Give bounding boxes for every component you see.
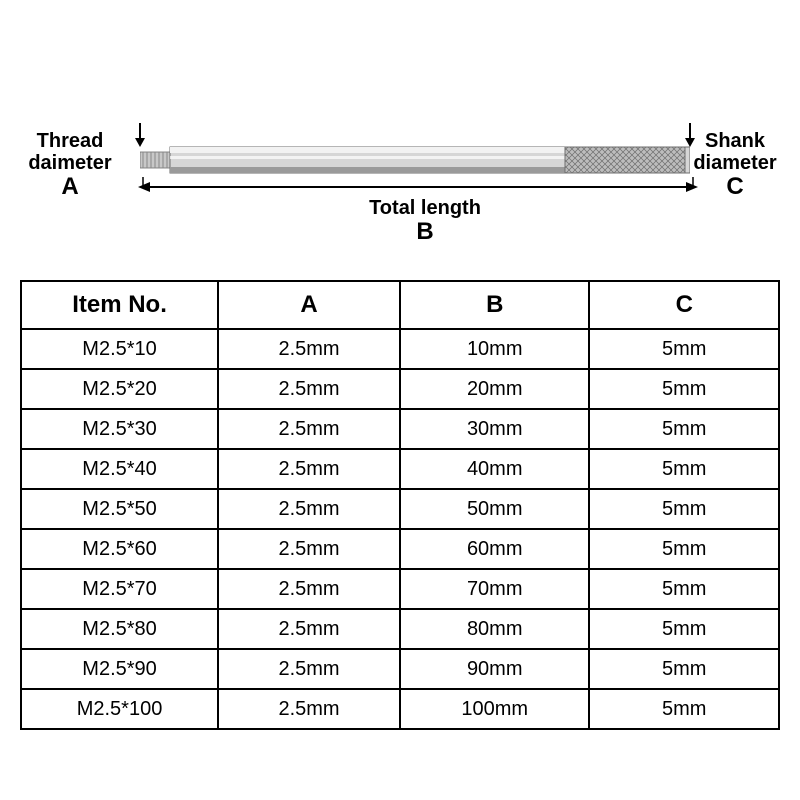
col-header-b: B bbox=[400, 281, 590, 329]
table-cell: M2.5*70 bbox=[21, 569, 218, 609]
spec-table: Item No. A B C M2.5*102.5mm10mm5mmM2.5*2… bbox=[20, 280, 780, 730]
table-cell: 30mm bbox=[400, 409, 590, 449]
table-cell: M2.5*30 bbox=[21, 409, 218, 449]
col-header-item: Item No. bbox=[21, 281, 218, 329]
table-cell: M2.5*100 bbox=[21, 689, 218, 729]
table-row: M2.5*1002.5mm100mm5mm bbox=[21, 689, 779, 729]
table-cell: 10mm bbox=[400, 329, 590, 369]
shank-letter: C bbox=[726, 173, 743, 200]
table-cell: M2.5*20 bbox=[21, 369, 218, 409]
table-cell: 5mm bbox=[589, 529, 779, 569]
table-cell: 5mm bbox=[589, 409, 779, 449]
total-length-label: Total length B bbox=[340, 197, 510, 245]
thread-label-line1: Thread bbox=[37, 130, 104, 152]
table-row: M2.5*302.5mm30mm5mm bbox=[21, 409, 779, 449]
table-cell: 2.5mm bbox=[218, 609, 400, 649]
table-cell: 5mm bbox=[589, 689, 779, 729]
table-cell: 2.5mm bbox=[218, 329, 400, 369]
table-row: M2.5*502.5mm50mm5mm bbox=[21, 489, 779, 529]
thread-label-line2: daimeter bbox=[28, 152, 111, 174]
table-header-row: Item No. A B C bbox=[21, 281, 779, 329]
table-cell: M2.5*80 bbox=[21, 609, 218, 649]
table-cell: 2.5mm bbox=[218, 369, 400, 409]
thread-letter: A bbox=[61, 173, 78, 200]
table-cell: 2.5mm bbox=[218, 529, 400, 569]
table-cell: M2.5*10 bbox=[21, 329, 218, 369]
table-cell: 2.5mm bbox=[218, 689, 400, 729]
table-cell: 2.5mm bbox=[218, 489, 400, 529]
table-cell: 80mm bbox=[400, 609, 590, 649]
table-cell: 50mm bbox=[400, 489, 590, 529]
table-cell: 60mm bbox=[400, 529, 590, 569]
table-cell: 5mm bbox=[589, 609, 779, 649]
table-cell: M2.5*60 bbox=[21, 529, 218, 569]
table-cell: 5mm bbox=[589, 449, 779, 489]
spec-table-container: Item No. A B C M2.5*102.5mm10mm5mmM2.5*2… bbox=[20, 280, 780, 730]
dimension-diagram: Thread daimeter A Shank diameter C bbox=[10, 135, 790, 255]
col-header-c: C bbox=[589, 281, 779, 329]
table-cell: 5mm bbox=[589, 649, 779, 689]
table-cell: 5mm bbox=[589, 329, 779, 369]
table-cell: 5mm bbox=[589, 489, 779, 529]
table-cell: 20mm bbox=[400, 369, 590, 409]
table-cell: 2.5mm bbox=[218, 649, 400, 689]
table-cell: 5mm bbox=[589, 569, 779, 609]
table-cell: 90mm bbox=[400, 649, 590, 689]
table-cell: 40mm bbox=[400, 449, 590, 489]
table-cell: 2.5mm bbox=[218, 449, 400, 489]
table-cell: M2.5*90 bbox=[21, 649, 218, 689]
table-cell: 5mm bbox=[589, 369, 779, 409]
thread-segment bbox=[140, 152, 170, 168]
knurled-segment bbox=[565, 147, 690, 173]
table-row: M2.5*402.5mm40mm5mm bbox=[21, 449, 779, 489]
total-length-letter: B bbox=[416, 218, 433, 245]
table-cell: 2.5mm bbox=[218, 569, 400, 609]
table-row: M2.5*102.5mm10mm5mm bbox=[21, 329, 779, 369]
table-cell: 70mm bbox=[400, 569, 590, 609]
col-header-a: A bbox=[218, 281, 400, 329]
table-cell: M2.5*40 bbox=[21, 449, 218, 489]
shank-label-line1: Shank bbox=[705, 130, 765, 152]
table-row: M2.5*202.5mm20mm5mm bbox=[21, 369, 779, 409]
table-row: M2.5*802.5mm80mm5mm bbox=[21, 609, 779, 649]
table-row: M2.5*602.5mm60mm5mm bbox=[21, 529, 779, 569]
shank-label-line2: diameter bbox=[693, 152, 776, 174]
table-body: M2.5*102.5mm10mm5mmM2.5*202.5mm20mm5mmM2… bbox=[21, 329, 779, 729]
thread-diameter-label: Thread daimeter A bbox=[10, 130, 130, 200]
table-cell: 100mm bbox=[400, 689, 590, 729]
table-row: M2.5*702.5mm70mm5mm bbox=[21, 569, 779, 609]
total-length-text: Total length bbox=[369, 197, 481, 219]
arrow-c-icon bbox=[680, 123, 700, 148]
arrow-a-icon bbox=[130, 123, 150, 148]
table-cell: 2.5mm bbox=[218, 409, 400, 449]
table-row: M2.5*902.5mm90mm5mm bbox=[21, 649, 779, 689]
table-cell: M2.5*50 bbox=[21, 489, 218, 529]
rod-body bbox=[170, 147, 565, 173]
